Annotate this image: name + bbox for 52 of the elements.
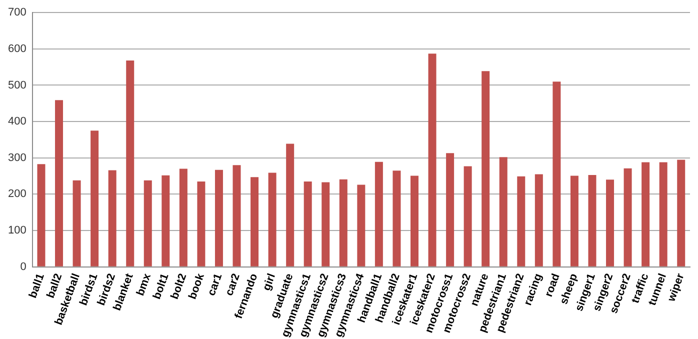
bar (72, 180, 81, 266)
y-tick-label: 0 (20, 260, 26, 273)
bar (624, 168, 632, 266)
bar (570, 176, 578, 266)
bar (499, 157, 508, 266)
bar (126, 60, 134, 266)
bar (534, 174, 543, 266)
bar (214, 170, 223, 266)
bar (268, 172, 276, 266)
bar (250, 177, 259, 266)
x-tick-label: road (542, 272, 562, 299)
x-tick-label: book (186, 271, 208, 301)
bar (517, 176, 526, 266)
y-tick-label: 600 (8, 42, 26, 55)
bar (322, 182, 330, 266)
bar (659, 162, 668, 266)
y-tick-label: 400 (8, 116, 26, 128)
bar (162, 175, 170, 266)
y-tick-label: 500 (8, 79, 26, 92)
y-tick-label: 700 (8, 6, 26, 19)
bar (144, 180, 152, 266)
bar (339, 179, 348, 266)
bar (179, 168, 188, 266)
bar (446, 153, 454, 266)
y-tick-label: 300 (8, 152, 26, 164)
bar (606, 180, 614, 266)
bar (108, 170, 116, 266)
bar (588, 174, 596, 266)
bar (428, 54, 436, 266)
y-tick-label: 100 (8, 224, 26, 237)
bar (374, 162, 383, 266)
bar (37, 164, 46, 266)
bar (677, 160, 686, 266)
bar (357, 184, 366, 266)
bar (464, 166, 472, 266)
bar (55, 100, 64, 266)
bar (642, 162, 650, 266)
bar (232, 165, 241, 266)
bar (90, 130, 99, 266)
bar (410, 176, 418, 266)
x-tick-label: bolt1 (151, 272, 172, 301)
x-tick-label: wiper (665, 271, 688, 304)
x-tick-label: bolt2 (168, 272, 190, 301)
x-tick-label: car1 (206, 272, 225, 298)
y-tick-label: 200 (8, 188, 26, 200)
bar (552, 82, 561, 266)
bar (286, 144, 294, 266)
bar (304, 182, 312, 266)
bar (482, 71, 490, 266)
x-tick-label: ball1 (27, 272, 47, 300)
bar (197, 182, 206, 266)
bar (392, 170, 401, 266)
